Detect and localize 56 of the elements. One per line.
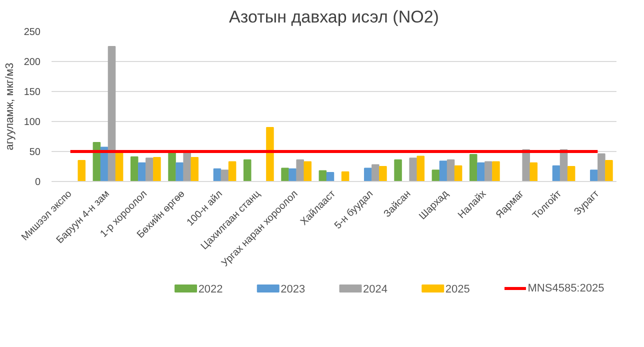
bar <box>394 159 402 182</box>
bar <box>379 166 387 182</box>
bar <box>130 156 138 182</box>
bar <box>372 164 380 182</box>
bar <box>220 170 229 182</box>
y-tick-label: 100 <box>24 117 41 128</box>
legend-label: 2025 <box>445 284 470 296</box>
bar <box>115 152 124 182</box>
bar <box>469 154 478 182</box>
legend-label: 2023 <box>280 284 306 296</box>
bar <box>243 159 252 182</box>
bar <box>416 156 425 182</box>
chart-title: Азотын давхар исэл (NO2) <box>229 8 439 26</box>
bar <box>590 170 598 182</box>
bar <box>477 162 485 182</box>
bar <box>176 162 184 182</box>
bar <box>190 157 199 182</box>
legend-label: 2024 <box>363 284 388 296</box>
bar <box>304 161 312 182</box>
legend-label: MNS4585:2025 <box>528 282 604 294</box>
bar <box>296 159 304 182</box>
bar <box>318 170 327 182</box>
bar <box>439 160 448 182</box>
y-tick-label: 200 <box>24 57 41 68</box>
bar <box>183 152 191 182</box>
y-tick-label: 0 <box>34 177 41 188</box>
y-axis-title: агууламж, мкг/м3 <box>4 62 16 150</box>
bar <box>138 162 146 182</box>
bar <box>484 161 492 182</box>
y-tick-label: 150 <box>24 87 41 98</box>
y-tick-label: 50 <box>29 147 41 158</box>
bar <box>228 161 236 182</box>
bar <box>108 46 116 182</box>
bar <box>492 161 500 182</box>
bar <box>281 168 289 182</box>
y-tick-label: 250 <box>24 27 41 38</box>
bar <box>530 162 538 182</box>
bar <box>454 165 462 182</box>
bar <box>168 152 176 182</box>
bar <box>326 172 334 182</box>
bar <box>432 170 440 182</box>
bar <box>78 160 86 182</box>
bar <box>598 153 606 182</box>
bar <box>567 166 576 182</box>
bar <box>266 127 274 182</box>
legend-label: 2022 <box>198 284 223 296</box>
bar <box>552 165 560 182</box>
bar <box>341 171 350 182</box>
bar <box>446 159 455 182</box>
bar <box>213 168 222 182</box>
bar <box>288 168 296 182</box>
bar <box>146 158 154 182</box>
bar <box>605 160 613 182</box>
bar <box>409 158 417 182</box>
bar <box>153 157 161 182</box>
bar <box>364 168 372 182</box>
